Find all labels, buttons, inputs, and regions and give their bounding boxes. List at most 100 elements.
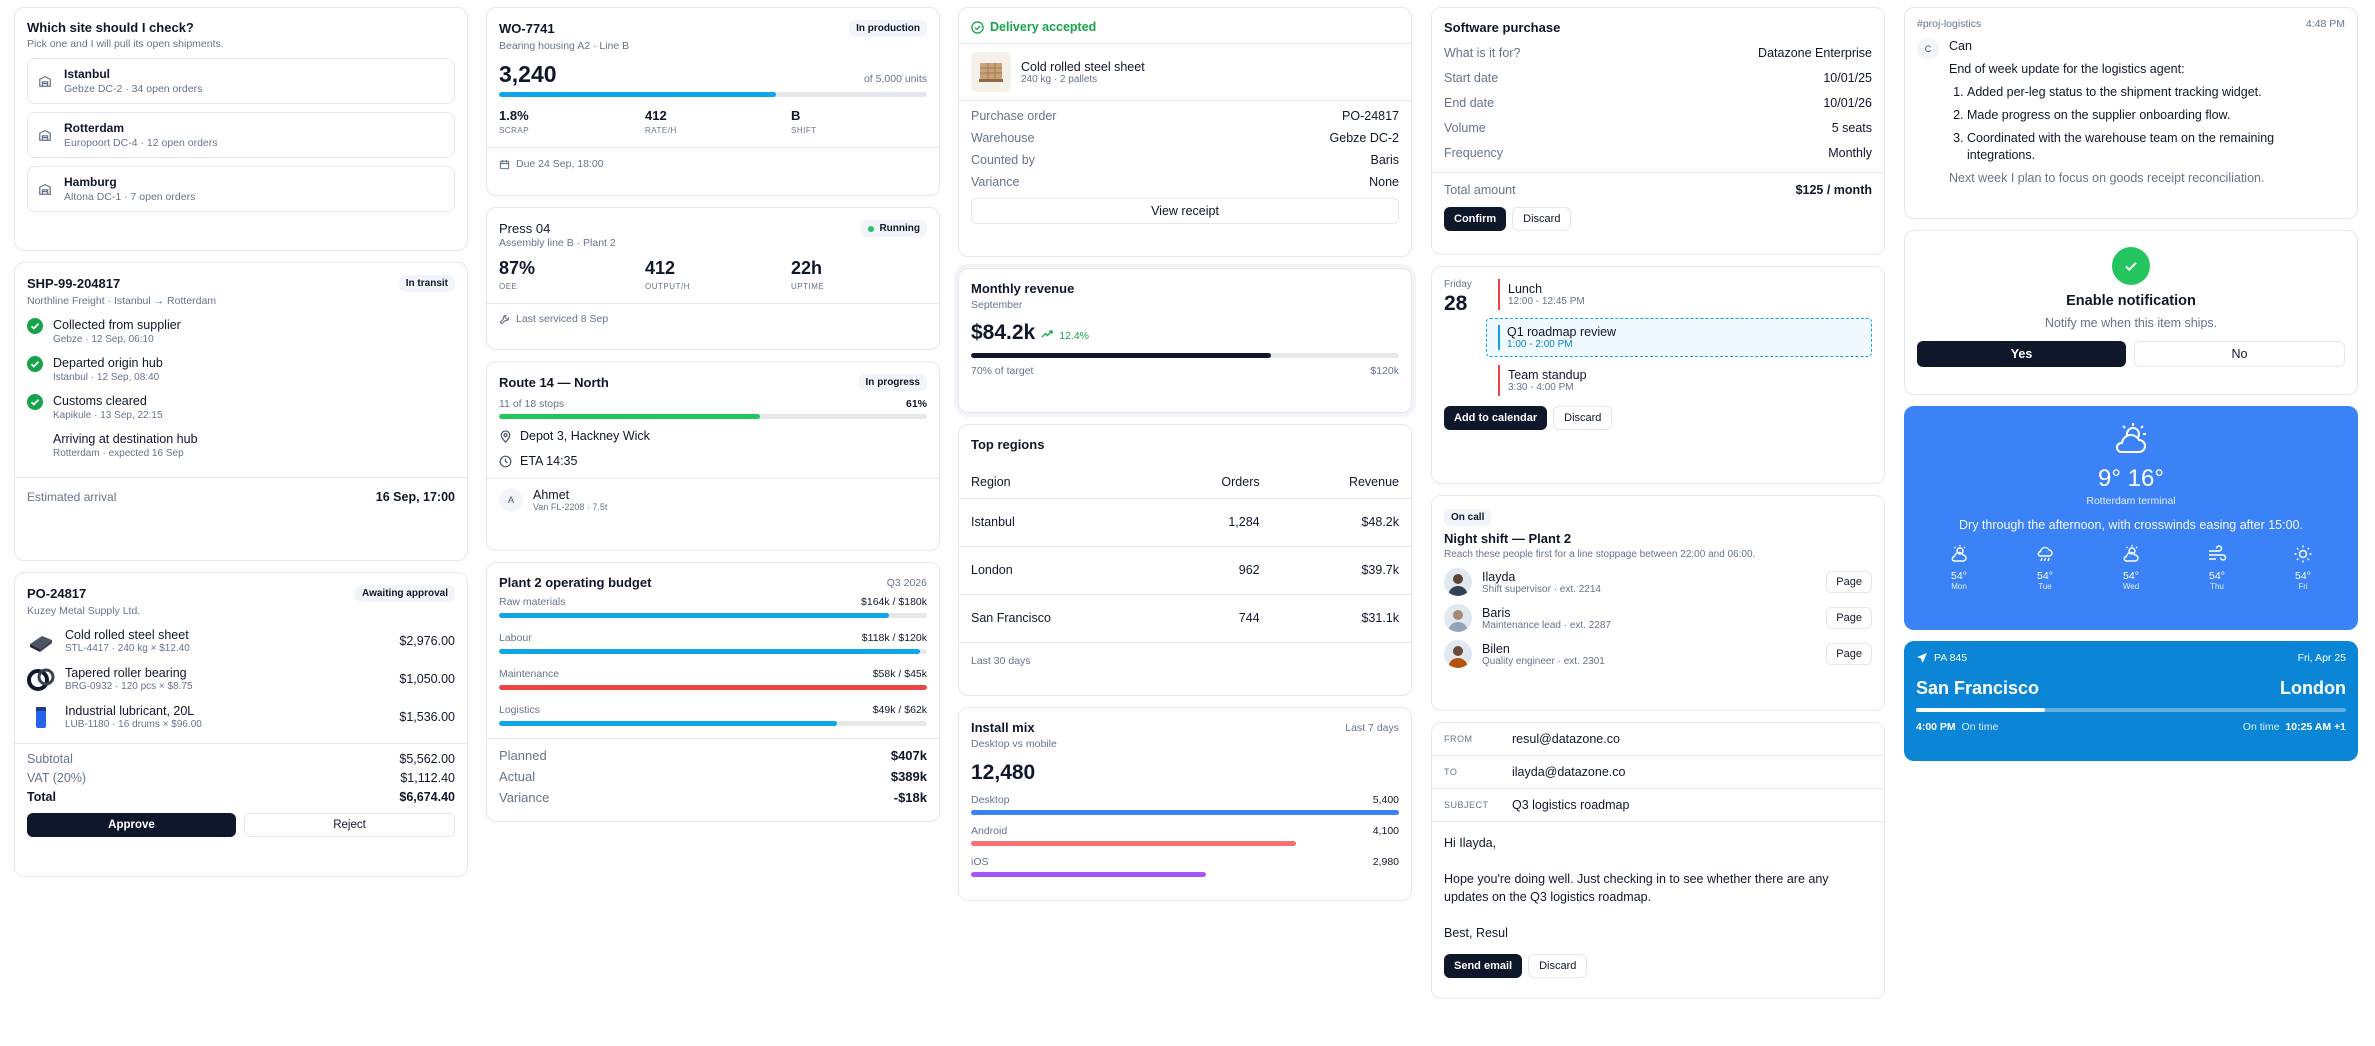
total-label: Total: [27, 790, 56, 804]
to-field[interactable]: ilayda@datazone.co: [1512, 765, 1626, 779]
work-order-card: WO-7741 In production Bearing housing A2…: [486, 7, 940, 196]
yes-button[interactable]: Yes: [1917, 341, 2126, 367]
subtotal-value: $5,562.00: [399, 752, 455, 766]
site-option-rotterdam[interactable]: Rotterdam Europoort DC-4 · 12 open orders: [27, 112, 455, 158]
forecast-day: 54° Mon: [1949, 544, 1969, 591]
flight-progress: [1916, 708, 2346, 712]
weather-summary: Dry through the afternoon, with crosswin…: [1959, 518, 2303, 532]
platform-value: 2,980: [1372, 856, 1399, 868]
from-row: FROM resul@datazone.co: [1432, 723, 1884, 756]
discard-button[interactable]: Discard: [1528, 954, 1588, 978]
map-pin-icon: [499, 429, 512, 443]
avatar: [1444, 640, 1472, 668]
field-label: What is it for?: [1444, 46, 1521, 60]
product-name: Cold rolled steel sheet: [1021, 59, 1145, 74]
email-signoff: Best, Resul: [1444, 926, 1508, 940]
planned-value: $407k: [890, 748, 927, 763]
forecast-weekday: Tue: [2038, 582, 2052, 591]
item-detail: LUB-1180 · 16 drums × $96.00: [65, 719, 202, 730]
eta-label: Estimated arrival: [27, 490, 117, 504]
item-price: $2,976.00: [399, 634, 455, 648]
stat-value: 412: [645, 108, 667, 123]
stat-label: SHIFT: [791, 126, 817, 135]
message-outro: Next week I plan to focus on goods recei…: [1949, 171, 2265, 185]
timeline-step: Collected from supplier Gebze · 12 Sep, 0…: [27, 318, 455, 345]
install-mix-period: Last 7 days: [1345, 721, 1399, 734]
budget-line-value: $164k / $180k: [861, 596, 927, 608]
check-circle-icon: [27, 356, 43, 372]
email-body[interactable]: Hi Ilayda, Hope you're doing well. Just …: [1432, 822, 1884, 954]
calendar-event[interactable]: Lunch 12:00 - 12:45 PM: [1498, 279, 1872, 310]
orders-cell: 1,284: [1228, 515, 1260, 529]
column-3: Delivery accepted Cold rolled steel shee…: [958, 7, 1412, 912]
list-item: Bilen Quality engineer · ext. 2301 Page: [1444, 640, 1872, 668]
forecast-day: 54° Tue: [2035, 544, 2055, 591]
view-receipt-button[interactable]: View receipt: [971, 198, 1399, 224]
subject-field[interactable]: Q3 logistics roadmap: [1512, 798, 1630, 812]
add-to-calendar-button[interactable]: Add to calendar: [1444, 406, 1548, 430]
install-mix-title: Install mix: [971, 720, 1035, 735]
no-button[interactable]: No: [2134, 341, 2345, 367]
avatar: C: [1917, 38, 1939, 60]
message-point: Coordinated with the warehouse team on t…: [1967, 130, 2345, 164]
subject-label: SUBJECT: [1444, 800, 1489, 810]
platform-name: iOS: [971, 856, 989, 868]
discard-button[interactable]: Discard: [1553, 406, 1613, 430]
route-card: Route 14 — North In progress 11 of 18 st…: [486, 361, 940, 551]
line-item: Industrial lubricant, 20L LUB-1180 · 16 d…: [27, 703, 455, 731]
platform-value: 5,400: [1372, 794, 1399, 806]
site-option-hamburg[interactable]: Hamburg Altona DC-1 · 7 open orders: [27, 166, 455, 212]
step-title: Customs cleared: [53, 394, 147, 408]
send-email-button[interactable]: Send email: [1444, 954, 1523, 978]
site-picker-title: Which site should I check?: [27, 20, 194, 35]
calendar-event[interactable]: Team standup 3:30 - 4:00 PM: [1498, 365, 1872, 396]
site-option-istanbul[interactable]: Istanbul Gebze DC-2 · 34 open orders: [27, 58, 455, 104]
line-item: Cold rolled steel sheet STL-4417 · 240 kg…: [27, 627, 455, 655]
column-header: Orders: [1221, 474, 1260, 489]
event-time: 3:30 - 4:00 PM: [1508, 382, 1574, 393]
message-point: Added per-leg status to the shipment tra…: [1967, 84, 2345, 101]
approve-button[interactable]: Approve: [27, 813, 236, 837]
vat-label: VAT (20%): [27, 771, 87, 785]
from-field[interactable]: resul@datazone.co: [1512, 732, 1620, 746]
forecast-weekday: Fri: [2298, 582, 2308, 591]
total-value: $125 / month: [1795, 183, 1872, 197]
discard-button[interactable]: Discard: [1512, 207, 1572, 231]
forecast-temp: 54°: [2037, 570, 2053, 582]
page-button[interactable]: Page: [1826, 643, 1872, 665]
step-detail: Istanbul · 12 Sep, 08:40: [53, 372, 160, 383]
from-label: FROM: [1444, 734, 1473, 744]
stat-label: UPTIME: [791, 282, 825, 291]
event-title: Q1 roadmap review: [1507, 325, 1617, 339]
reject-button[interactable]: Reject: [244, 813, 455, 837]
confirm-button[interactable]: Confirm: [1444, 207, 1507, 231]
notification-subtitle: Notify me when this item ships.: [2044, 316, 2218, 330]
avatar: A: [499, 488, 523, 512]
forecast-weekday: Thu: [2210, 582, 2224, 591]
partly-sunny-icon: [1949, 544, 1969, 564]
revenue-progress: [971, 353, 1399, 358]
stat-value: 1.8%: [499, 108, 529, 123]
person-name: Baris: [1482, 605, 1511, 620]
field-label: Warehouse: [971, 131, 1035, 145]
stat-value: B: [791, 108, 801, 123]
step-detail: Rotterdam · expected 16 Sep: [53, 448, 184, 459]
work-order-subtitle: Bearing housing A2 · Line B: [499, 40, 630, 52]
page-button[interactable]: Page: [1826, 571, 1872, 593]
timeline-step: Departed origin hub Istanbul · 12 Sep, 08…: [27, 356, 455, 383]
page-button[interactable]: Page: [1826, 607, 1872, 629]
press-card: Press 04 Running Assembly line B · Plant…: [486, 207, 940, 350]
revenue-card: Monthly revenue September $84.2k 12.4% 7…: [958, 268, 1412, 413]
person-name: Ilayda: [1482, 569, 1516, 584]
message-intro: End of week update for the logistics age…: [1949, 62, 2185, 76]
platform-row: iOS 2,980: [971, 856, 1399, 877]
lubricant-thumbnail: [27, 703, 55, 731]
revenue-cell: $31.1k: [1361, 611, 1399, 625]
budget-line-value: $49k / $62k: [872, 704, 927, 716]
budget-line-value: $118k / $120k: [861, 632, 927, 644]
field-value: Monthly: [1828, 146, 1872, 160]
depart-time: 4:00 PM: [1916, 721, 1956, 733]
flight-date: Fri, Apr 25: [2297, 652, 2346, 664]
calendar-event[interactable]: Q1 roadmap review 1:00 - 2:00 PM: [1486, 318, 1872, 357]
field-value: 10/01/26: [1823, 96, 1872, 110]
